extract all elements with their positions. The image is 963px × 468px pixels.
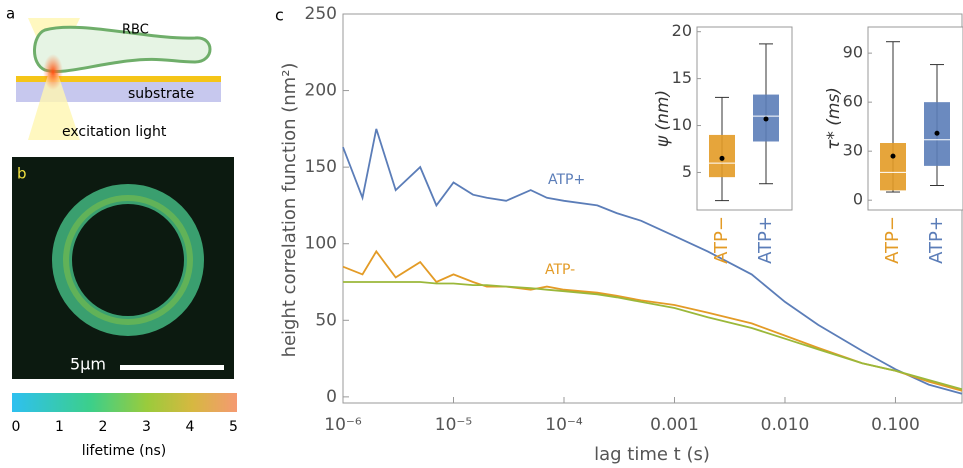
x-tick-label: 10⁻⁴ (545, 415, 583, 435)
mean (763, 116, 769, 122)
y-tick-label: 90 (843, 43, 863, 62)
inset-frame (696, 26, 793, 211)
colorbar (12, 393, 237, 412)
colorbar-tick-label: 5 (229, 419, 238, 435)
x-tick-label: 0.100 (871, 415, 920, 435)
cell-ring (52, 184, 204, 336)
colorbar-tick-label: 3 (142, 419, 151, 435)
category-label: ATP− (882, 216, 903, 264)
scale-bar (120, 365, 224, 370)
series-label: ATP+ (548, 172, 585, 188)
y-axis-label: τ* (ms) (824, 87, 844, 150)
y-tick-label: 50 (315, 310, 337, 330)
x-axis-label: lag time t (s) (594, 444, 710, 465)
category-label: ATP+ (926, 216, 947, 264)
focus-spot (43, 54, 63, 90)
box (880, 143, 906, 191)
substrate-layer (16, 82, 221, 102)
y-tick-label: 250 (305, 4, 337, 24)
y-tick-label: 200 (305, 81, 337, 101)
cell-label: RBC (122, 23, 149, 38)
scale-bar-label: 5μm (70, 355, 106, 374)
y-axis-label: height correlation function (nm²) (279, 63, 300, 358)
series-line (343, 281, 963, 391)
y-tick-label: 10 (672, 115, 692, 134)
substrate-label: substrate (128, 86, 194, 102)
x-tick-label: 0.010 (761, 415, 810, 435)
colorbar-tick-label: 1 (55, 419, 64, 435)
y-tick-label: 150 (305, 157, 337, 177)
panel-label: a (6, 5, 15, 23)
category-label: ATP+ (755, 216, 776, 264)
light-label: excitation light (62, 124, 167, 140)
mean (934, 130, 940, 136)
y-tick-label: 20 (672, 21, 692, 40)
x-tick-label: 10⁻⁵ (435, 415, 472, 435)
series-label: ATP- (545, 262, 575, 278)
y-tick-label: 100 (305, 234, 337, 254)
colorbar-tick-label: 0 (12, 419, 21, 435)
x-tick-label: 0.001 (650, 415, 699, 435)
colorbar-label: lifetime (ns) (82, 443, 167, 459)
y-tick-label: 0 (853, 190, 863, 209)
y-tick-label: 60 (843, 92, 863, 111)
mean (890, 153, 896, 159)
y-tick-label: 30 (843, 141, 863, 160)
coating (16, 76, 221, 82)
x-tick-label: 10⁻⁶ (324, 415, 362, 435)
y-axis-label: ψ (nm) (653, 90, 673, 147)
y-tick-label: 0 (326, 387, 337, 407)
category-label: ATP− (711, 216, 732, 264)
colorbar-tick-label: 2 (99, 419, 108, 435)
colorbar-tick-label: 4 (186, 419, 195, 435)
y-tick-label: 15 (672, 68, 692, 87)
y-tick-label: 5 (682, 162, 692, 181)
panel-label: b (17, 165, 27, 183)
series-line (342, 249, 963, 392)
mean (719, 155, 725, 161)
series-line (342, 128, 963, 395)
panel-label: c (275, 6, 284, 25)
cell-ring-inner (63, 195, 193, 325)
